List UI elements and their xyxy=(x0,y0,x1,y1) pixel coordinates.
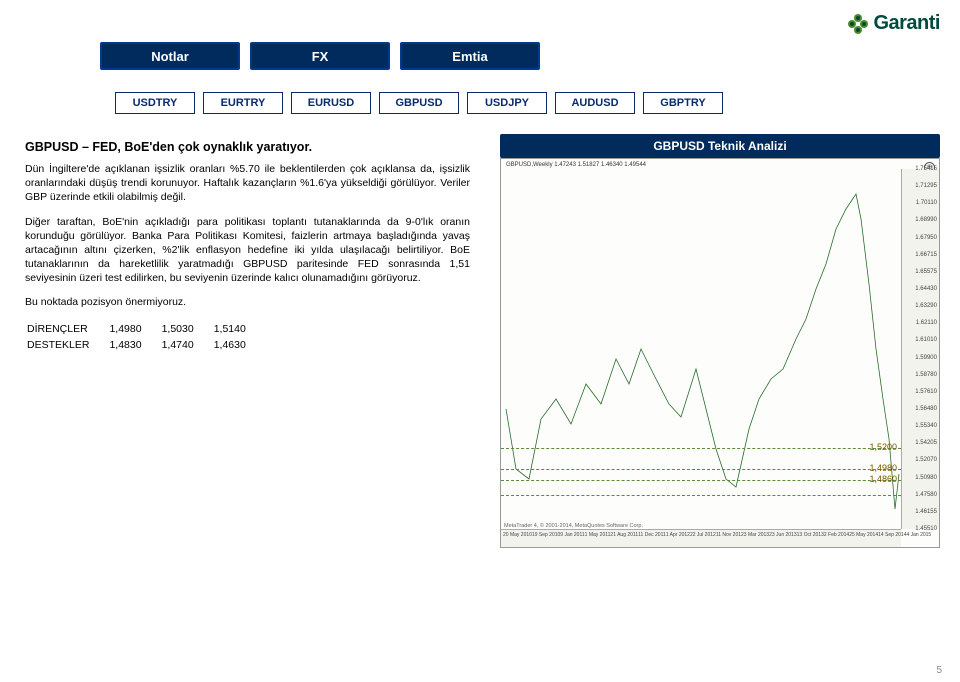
top-tabs: Notlar FX Emtia xyxy=(100,42,540,70)
tab-emtia[interactable]: Emtia xyxy=(400,42,540,70)
support-line xyxy=(501,480,901,481)
brand-logo: Garanti xyxy=(847,12,940,35)
x-tick: 1 Apr 2012 xyxy=(666,532,690,547)
y-tick: 1.56480 xyxy=(915,406,937,412)
x-tick: 11 Dec 2011 xyxy=(638,532,666,547)
page-number: 5 xyxy=(936,665,942,676)
support-line xyxy=(501,495,901,496)
tab-notlar[interactable]: Notlar xyxy=(100,42,240,70)
x-tick: 1 May 2011 xyxy=(585,532,611,547)
y-tick: 1.64430 xyxy=(915,286,937,292)
y-tick: 1.52070 xyxy=(915,457,937,463)
levels-label: DESTEKLER xyxy=(27,338,107,352)
y-tick: 1.75415 xyxy=(915,166,937,172)
y-tick: 1.59900 xyxy=(915,355,937,361)
y-axis: 1.75415 1.71295 1.70110 1.68990 1.67950 1.667… xyxy=(901,169,939,529)
levels-val: 1,4830 xyxy=(109,338,159,352)
article-para-2: Diğer taraftan, BoE'nin açıkladığı para … xyxy=(25,215,470,286)
y-tick: 1.50980 xyxy=(915,475,937,481)
pair-gbpusd[interactable]: GBPUSD xyxy=(379,92,459,114)
y-tick: 1.70110 xyxy=(916,200,937,206)
y-tick: 1.54205 xyxy=(915,440,937,446)
y-tick: 1.57610 xyxy=(915,389,937,395)
x-tick: 20 May 2010 xyxy=(503,532,532,547)
levels-label: DİRENÇLER xyxy=(27,322,107,336)
levels-table: DİRENÇLER 1,4980 1,5030 1,5140 DESTEKLER… xyxy=(25,320,266,354)
y-tick: 1.66715 xyxy=(915,252,937,258)
y-tick: 1.71295 xyxy=(915,183,937,189)
pair-usdjpy[interactable]: USDJPY xyxy=(467,92,547,114)
x-tick: 3 Mar 2013 xyxy=(744,532,769,547)
x-tick: 23 Jun 2013 xyxy=(769,532,797,547)
pair-eurtry[interactable]: EURTRY xyxy=(203,92,283,114)
chart-credit: MetaTrader 4, © 2001-2014, MetaQuotes So… xyxy=(504,523,643,529)
y-tick: 1.58780 xyxy=(915,372,937,378)
x-tick: 13 Oct 2013 xyxy=(797,532,824,547)
chart-annotation: 1,4860 xyxy=(869,474,897,484)
y-tick: 1.68990 xyxy=(915,217,937,223)
x-tick: 11 Nov 2012 xyxy=(716,532,744,547)
y-tick: 1.46155 xyxy=(915,509,937,515)
x-tick: 25 May 2014 xyxy=(849,532,878,547)
chart-annotation: 1,5200 xyxy=(869,442,897,452)
table-row: DİRENÇLER 1,4980 1,5030 1,5140 xyxy=(27,322,264,336)
pair-usdtry[interactable]: USDTRY xyxy=(115,92,195,114)
pair-audusd[interactable]: AUDUSD xyxy=(555,92,635,114)
x-tick: 2 Feb 2014 xyxy=(824,532,849,547)
analysis-title: GBPUSD Teknik Analizi xyxy=(500,134,940,158)
x-tick: 19 Sep 2010 xyxy=(532,532,560,547)
y-tick: 1.65575 xyxy=(915,269,937,275)
y-tick: 1.67950 xyxy=(915,235,937,241)
pair-eurusd[interactable]: EURUSD xyxy=(291,92,371,114)
article-body: GBPUSD – FED, BoE'den çok oynaklık yarat… xyxy=(25,140,470,354)
tab-fx[interactable]: FX xyxy=(250,42,390,70)
y-tick: 1.47580 xyxy=(915,492,937,498)
chart-annotation: 1,4980 xyxy=(869,463,897,473)
x-tick: 9 Jan 2011 xyxy=(560,532,584,547)
table-row: DESTEKLER 1,4830 1,4740 1,4630 xyxy=(27,338,264,352)
x-axis: 20 May 201019 Sep 20109 Jan 20111 May 20… xyxy=(501,529,901,547)
x-tick: 14 Sep 2014 xyxy=(878,532,906,547)
y-tick: 1.62110 xyxy=(916,320,937,326)
chart-line-svg xyxy=(501,169,903,531)
brand-name: Garanti xyxy=(873,12,940,35)
article-para-3: Bu noktada pozisyon önermiyoruz. xyxy=(25,295,470,309)
price-chart: GBPUSD,Weekly 1.47243 1.51827 1.46340 1.… xyxy=(500,158,940,548)
support-line xyxy=(501,448,901,449)
analysis-panel: GBPUSD Teknik Analizi GBPUSD,Weekly 1.47… xyxy=(500,134,940,548)
levels-val: 1,5030 xyxy=(162,322,212,336)
levels-val: 1,4630 xyxy=(214,338,264,352)
price-path xyxy=(506,194,899,509)
x-tick: 4 Jan 2015 xyxy=(906,532,931,547)
levels-val: 1,5140 xyxy=(214,322,264,336)
clover-icon xyxy=(847,13,869,35)
x-tick: 22 Jul 2012 xyxy=(690,532,716,547)
x-tick: 21 Aug 2011 xyxy=(610,532,638,547)
chart-ohlc-text: GBPUSD,Weekly 1.47243 1.51827 1.46340 1.… xyxy=(506,162,646,168)
article-headline: GBPUSD – FED, BoE'den çok oynaklık yarat… xyxy=(25,140,470,154)
support-line xyxy=(501,469,901,470)
pair-gbptry[interactable]: GBPTRY xyxy=(643,92,723,114)
levels-val: 1,4980 xyxy=(109,322,159,336)
y-tick: 1.63290 xyxy=(915,303,937,309)
levels-val: 1,4740 xyxy=(162,338,212,352)
y-tick: 1.61010 xyxy=(915,337,937,343)
y-tick: 1.55340 xyxy=(915,423,937,429)
article-para-1: Dün İngiltere'de açıklanan işsizlik oran… xyxy=(25,162,470,205)
pair-tabs: USDTRY EURTRY EURUSD GBPUSD USDJPY AUDUS… xyxy=(115,92,723,114)
